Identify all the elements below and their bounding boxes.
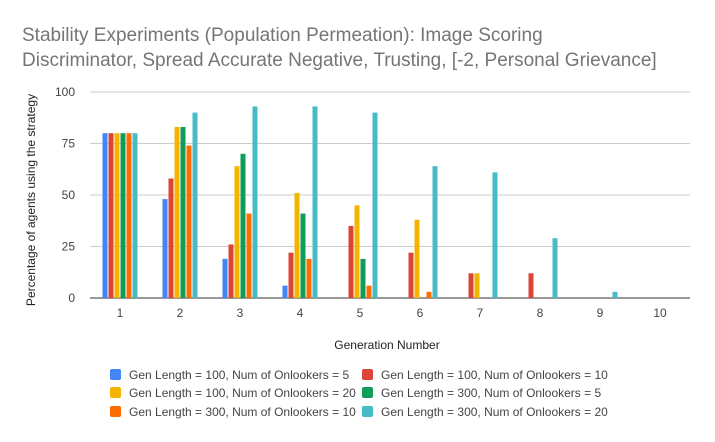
bar [300,213,306,298]
bars [102,106,618,299]
x-tick-label: 6 [417,306,424,320]
bar [414,219,420,298]
legend-swatch [110,387,121,398]
bar [240,153,246,298]
legend-entry: Gen Length = 300, Num of Onlookers = 20 [381,405,608,419]
x-tick-label: 8 [537,306,544,320]
legend-entry: Gen Length = 100, Num of Onlookers = 20 [129,386,356,400]
bar [294,192,300,298]
x-tick-label: 2 [177,306,184,320]
legend-entry: Gen Length = 300, Num of Onlookers = 10 [129,405,356,419]
bar [252,106,258,298]
x-tick-label: 1 [117,306,124,320]
gridlines [90,91,690,299]
x-axis-title: Generation Number [334,338,439,352]
x-tick-label: 4 [297,306,304,320]
y-tick-label: 100 [55,85,75,99]
x-tick-label: 7 [477,306,484,320]
x-tick-label: 5 [357,306,364,320]
bar [186,145,192,298]
bar [492,172,498,298]
y-tick-labels: 0 25 50 75 100 [55,85,75,305]
bar [408,252,414,298]
legend-entry: Gen Length = 300, Num of Onlookers = 5 [381,386,601,400]
chart-title-line-2: Discriminator, Spread Accurate Negative,… [22,50,657,71]
bar [468,273,474,298]
bar [168,178,174,298]
bar [528,273,534,298]
bar [126,133,132,298]
y-axis-title: Percentage of agents using the strategy [24,94,38,306]
x-tick-labels: 1 2 3 4 5 6 7 8 9 10 [117,306,667,320]
legend-entry: Gen Length = 100, Num of Onlookers = 5 [129,368,349,382]
bar [162,199,168,298]
y-tick-label: 0 [68,291,75,305]
bar [474,273,480,298]
bar [234,166,240,298]
x-tick-label: 10 [653,306,667,320]
legend-entry: Gen Length = 100, Num of Onlookers = 10 [381,368,608,382]
x-tick-label: 3 [237,306,244,320]
bar [174,127,180,299]
legend-swatch [362,406,373,417]
bar [354,205,360,298]
bar [360,258,366,298]
bar [288,252,294,298]
bar [372,112,378,298]
bar [306,258,312,298]
bar [228,244,234,298]
chart-title-line-1: Stability Experiments (Population Permea… [22,25,543,46]
bar [366,285,372,298]
bar [102,133,108,298]
bar [312,106,318,298]
bar [282,285,288,298]
legend-swatch [362,387,373,398]
bar [120,133,126,298]
bar [222,258,228,298]
legend-swatch [110,369,121,380]
bar [192,112,198,298]
x-tick-label: 9 [597,306,604,320]
bar [426,291,432,298]
legend: Gen Length = 100, Num of Onlookers = 5 Ge… [110,368,608,419]
bar [552,238,558,298]
y-tick-label: 25 [62,240,76,254]
y-tick-label: 75 [62,137,76,151]
bar [246,213,252,298]
bar [180,127,186,299]
bar [348,225,354,298]
bar [432,166,438,298]
bar [108,133,114,298]
legend-swatch [110,406,121,417]
bar [114,133,120,298]
y-tick-label: 50 [62,188,76,202]
legend-swatch [362,369,373,380]
bar [132,133,138,298]
bar [612,291,618,298]
